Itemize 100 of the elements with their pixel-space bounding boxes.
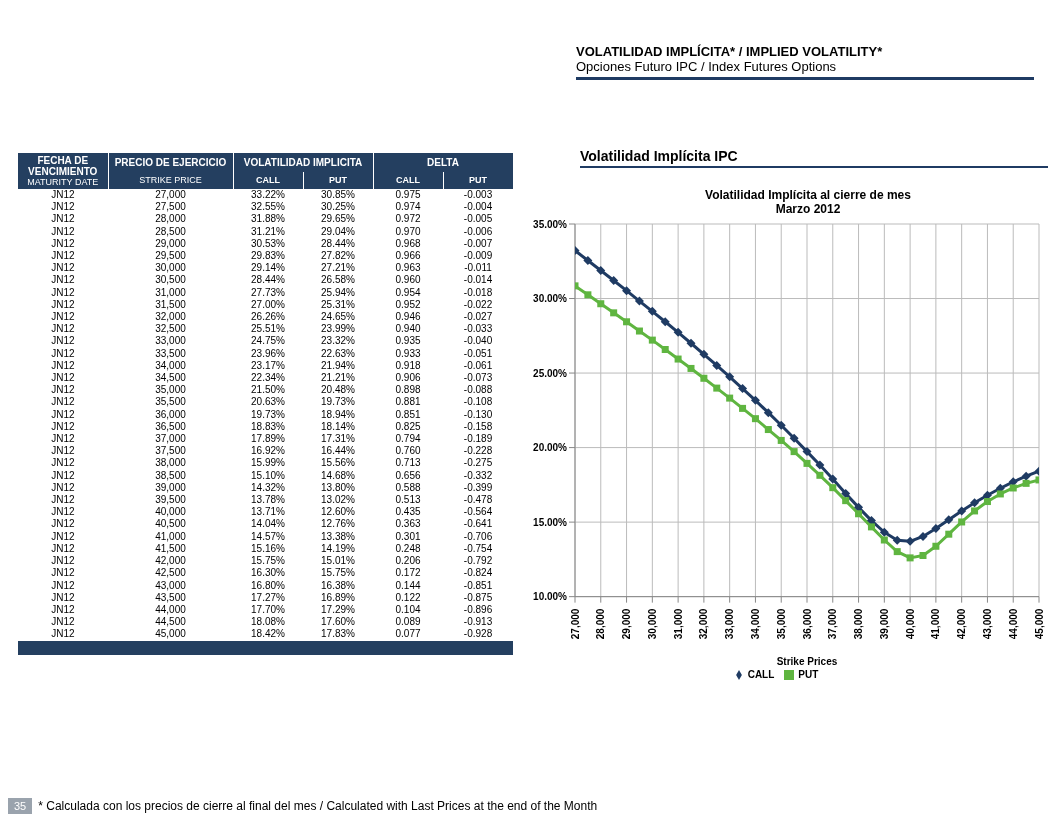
y2-tick-label: JN12: [50, 359, 76, 373]
data-label: 15.16%: [250, 542, 286, 556]
data-label: 20.48%: [320, 384, 356, 397]
y2-tick-label: JN12: [50, 628, 76, 641]
data-label: 23.32%: [320, 335, 356, 348]
data-label: 23.99%: [320, 323, 356, 336]
point: [789, 433, 799, 443]
point: [596, 266, 606, 276]
data-label: 0.301: [394, 530, 422, 543]
data-label: 16.80%: [250, 579, 286, 592]
y-tick-label: 32,500: [154, 323, 187, 336]
x-tick-label: 34,000: [749, 608, 761, 640]
y2-tick-label: JN12: [50, 506, 76, 519]
point: [842, 497, 850, 505]
y-tick-label: 40,000: [154, 506, 187, 519]
y2-tick-label: JN12: [50, 542, 76, 556]
x-tick-label: 30,000: [646, 608, 658, 640]
y-tick-label: 41,000: [154, 530, 187, 543]
data-label: 0.970: [394, 225, 422, 238]
data-label: 17.29%: [320, 603, 356, 617]
point: [635, 327, 643, 335]
data-label: 0.588: [394, 481, 422, 495]
y2-tick-label: JN12: [50, 469, 76, 482]
data-label: -0.228: [462, 445, 494, 458]
y2-tick-label: JN12: [50, 408, 76, 421]
x-tick-label: 29,000: [621, 608, 633, 640]
data-label: 14.04%: [250, 518, 286, 531]
point: [673, 327, 683, 337]
data-label: 0.513: [394, 494, 422, 507]
point: [867, 523, 875, 531]
data-label: 0.898: [394, 384, 422, 397]
data-label: -0.792: [462, 555, 494, 568]
point: [918, 531, 928, 541]
data-label: -0.824: [462, 567, 494, 580]
point: [828, 474, 838, 484]
data-label: 0.975: [394, 189, 422, 202]
point: [944, 515, 954, 525]
y2-tick-label: JN12: [50, 323, 76, 336]
data-label: -0.478: [462, 494, 494, 507]
y-tick-label: 39,500: [154, 494, 187, 507]
point: [661, 346, 669, 354]
data-label: 33.22%: [250, 189, 286, 202]
legend-label: CALL: [747, 668, 775, 680]
text: PRECIO DE EJERCICIO: [108, 153, 233, 172]
data-label: 28.44%: [320, 237, 356, 251]
data-label: 29.65%: [320, 213, 356, 226]
y-tick-label: 30,000: [154, 262, 187, 275]
data-label: 29.14%: [250, 262, 286, 275]
point: [687, 364, 695, 372]
y2-tick-label: JN12: [50, 555, 76, 568]
point: [855, 510, 863, 518]
point: [854, 502, 864, 512]
data-label: 13.78%: [250, 494, 286, 507]
data-label: -0.011: [463, 262, 493, 275]
y2-tick-label: JN12: [50, 213, 76, 226]
point: [700, 374, 708, 382]
data-label: 16.92%: [250, 445, 286, 458]
data-label: 15.01%: [320, 555, 356, 568]
point: [971, 507, 979, 515]
point: [738, 384, 748, 394]
y-tick-label: 28,500: [154, 225, 187, 238]
data-label: 0.946: [394, 311, 422, 324]
data-label: 15.75%: [250, 555, 286, 568]
y-tick-label: 32,000: [154, 311, 187, 324]
y-tick-label: 25.00%: [533, 367, 568, 379]
y-tick-label: 43,500: [154, 591, 187, 604]
data-label: 13.02%: [320, 494, 356, 507]
point: [1022, 479, 1030, 487]
data-label: 15.56%: [320, 457, 356, 470]
data-label: 24.75%: [250, 335, 286, 348]
x-tick-label: 43,000: [981, 608, 993, 640]
data-label: 16.30%: [250, 567, 286, 580]
y-tick-label: 34,000: [154, 359, 187, 373]
data-label: 15.75%: [320, 567, 356, 580]
data-label: 0.851: [394, 408, 422, 421]
data-label: 25.51%: [250, 323, 286, 336]
x-tick-label: 45,000: [1033, 608, 1045, 640]
data-label: 26.26%: [250, 311, 286, 324]
data-label: 0.104: [394, 603, 422, 617]
point: [609, 275, 619, 285]
point: [982, 490, 992, 500]
point: [919, 552, 927, 559]
data-label: -0.130: [462, 408, 494, 421]
data-label: -0.928: [462, 628, 494, 641]
point: [816, 471, 824, 479]
data-label: 30.85%: [320, 189, 356, 202]
point: [931, 524, 941, 534]
data-label: 30.25%: [320, 201, 356, 214]
x-tick-label: 31,000: [672, 608, 684, 640]
y-tick-label: 34,500: [154, 372, 187, 385]
data-label: 29.83%: [250, 250, 286, 263]
text: 35: [8, 798, 33, 814]
text: VOLATILIDAD IMPLICITA: [233, 153, 374, 172]
data-label: 17.60%: [320, 616, 356, 629]
point: [699, 349, 709, 359]
data-label: 18.83%: [250, 420, 286, 434]
data-label: -0.033: [462, 323, 494, 336]
point: [647, 306, 657, 316]
data-label: 19.73%: [250, 408, 286, 421]
data-label: 24.65%: [320, 311, 356, 324]
